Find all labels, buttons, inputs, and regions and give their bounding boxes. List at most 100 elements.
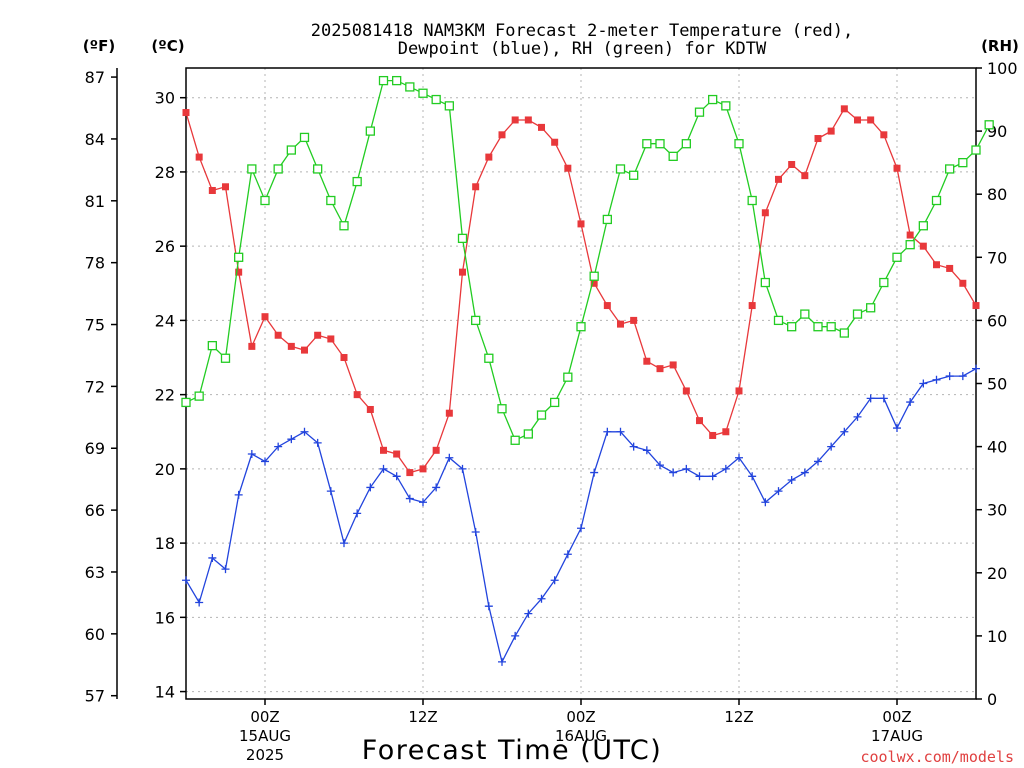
dewpoint-point bbox=[379, 464, 388, 473]
plot-frame bbox=[185, 67, 977, 700]
celsius-tick-label: 16 bbox=[155, 608, 175, 627]
temperature-point bbox=[933, 261, 940, 269]
celsius-tick-label: 20 bbox=[155, 460, 175, 479]
dewpoint-point bbox=[577, 524, 585, 533]
rh-point bbox=[918, 221, 928, 231]
chart-title: 2025081418 NAM3KM Forecast 2-meter Tempe… bbox=[311, 21, 853, 41]
temperature-point bbox=[577, 220, 585, 228]
dewpoint-point bbox=[340, 539, 348, 548]
rh-point bbox=[892, 252, 902, 262]
temperature-point bbox=[854, 116, 861, 124]
dewpoint-point bbox=[274, 442, 283, 451]
rh-point bbox=[378, 75, 389, 86]
dewpoint-point bbox=[721, 464, 730, 473]
rh-tick-label: 20 bbox=[987, 564, 1007, 583]
temperature-point bbox=[222, 183, 229, 191]
dewpoint-point bbox=[932, 375, 941, 384]
rh-point bbox=[299, 132, 310, 143]
temperature-point bbox=[235, 268, 243, 276]
rh-point bbox=[471, 315, 481, 326]
celsius-axis-label: (ºC) bbox=[151, 37, 184, 55]
rh-point bbox=[615, 164, 626, 174]
temperature-point bbox=[696, 417, 703, 425]
rh-point bbox=[734, 139, 744, 149]
dewpoint-point bbox=[919, 379, 928, 388]
fahrenheit-axis-label: (ºF) bbox=[83, 37, 115, 55]
dewpoint-point bbox=[221, 565, 230, 574]
temperature-point bbox=[195, 153, 203, 161]
temperature-point bbox=[775, 175, 782, 183]
celsius-tick-label: 24 bbox=[155, 311, 175, 330]
x-axis-label: Forecast Time (UTC) bbox=[362, 735, 663, 766]
rh-point bbox=[760, 277, 770, 288]
temperature-point bbox=[630, 316, 638, 324]
axes: 57 60 63 66 69 72 75 78 81 84 87 14 16 18 20 22 24 26 28 30… bbox=[85, 59, 1018, 764]
rh-point bbox=[220, 353, 231, 363]
dewpoint-point bbox=[735, 453, 743, 462]
time-tick-label: 00Z bbox=[566, 708, 595, 726]
temperature-point bbox=[485, 153, 493, 161]
dewpoint-point bbox=[958, 372, 967, 381]
dewpoint-point bbox=[445, 453, 454, 462]
fahrenheit-tick-label: 57 bbox=[85, 687, 105, 706]
celsius-tick-label: 30 bbox=[155, 89, 175, 108]
dewpoint-point bbox=[840, 427, 849, 436]
dewpoint-point bbox=[695, 472, 704, 481]
rh-point bbox=[405, 82, 415, 92]
temperature-point bbox=[867, 116, 875, 124]
dewpoint-point bbox=[392, 472, 401, 481]
rh-point bbox=[234, 252, 244, 262]
rh-point bbox=[563, 372, 573, 382]
time-tick-label: 00Z bbox=[882, 708, 911, 726]
temperature-point bbox=[919, 242, 927, 250]
rh-point bbox=[273, 164, 283, 174]
fahrenheit-tick-label: 75 bbox=[85, 316, 105, 335]
rh-point bbox=[839, 328, 849, 338]
temperature-point bbox=[327, 335, 335, 343]
rh-axis-label: (RH) bbox=[981, 37, 1019, 55]
temperature-point bbox=[261, 313, 269, 321]
rh-point bbox=[879, 277, 889, 288]
rh-point bbox=[852, 309, 863, 319]
dewpoint-point bbox=[945, 372, 954, 381]
rh-tick-label: 50 bbox=[987, 375, 1007, 394]
temperature-point bbox=[735, 387, 743, 395]
rh-tick-label: 0 bbox=[987, 690, 997, 709]
temperature-point bbox=[182, 109, 190, 117]
temperature-point bbox=[393, 450, 401, 458]
rh-tick-label: 100 bbox=[987, 59, 1018, 78]
dewpoint-point bbox=[366, 483, 375, 492]
rh-point bbox=[576, 322, 586, 332]
temperature-point bbox=[590, 279, 598, 287]
temperature-point bbox=[801, 172, 809, 180]
celsius-tick-label: 14 bbox=[155, 683, 175, 702]
rh-point bbox=[181, 397, 191, 408]
dewpoint-point bbox=[629, 442, 638, 451]
dewpoint-point bbox=[603, 427, 612, 436]
rh-point bbox=[339, 221, 349, 231]
rh-point bbox=[694, 107, 705, 117]
temperature-point bbox=[564, 164, 572, 172]
rh-point bbox=[589, 271, 599, 281]
temperature-point bbox=[748, 302, 756, 310]
date-tick-label: 17AUG bbox=[871, 727, 923, 745]
time-tick-label: 12Z bbox=[408, 708, 437, 726]
temperature-point bbox=[972, 302, 980, 310]
dewpoint-point bbox=[669, 468, 678, 477]
rh-point bbox=[931, 195, 942, 206]
rh-point bbox=[497, 404, 507, 414]
dewpoint-point bbox=[524, 609, 533, 618]
temperature-point bbox=[682, 387, 690, 395]
temperature-point bbox=[603, 302, 611, 310]
dewpoint-point bbox=[642, 446, 651, 455]
temperature-point bbox=[432, 446, 440, 454]
dewpoint-point bbox=[761, 498, 770, 507]
temperature-point bbox=[366, 405, 374, 413]
temperature-point bbox=[827, 127, 835, 135]
dewpoint-point bbox=[511, 631, 520, 640]
dewpoint-point bbox=[353, 509, 362, 518]
credit-label: coolwx.com/models bbox=[860, 748, 1014, 766]
dewpoint-point bbox=[590, 468, 599, 477]
temperature-point bbox=[406, 469, 414, 477]
rh-point bbox=[945, 164, 955, 174]
